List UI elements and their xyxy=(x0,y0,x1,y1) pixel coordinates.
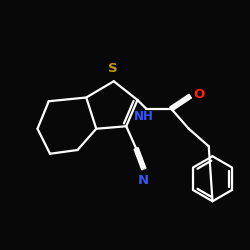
Text: S: S xyxy=(108,62,117,75)
Text: N: N xyxy=(138,174,149,187)
Text: O: O xyxy=(193,88,204,102)
Text: NH: NH xyxy=(134,110,154,123)
